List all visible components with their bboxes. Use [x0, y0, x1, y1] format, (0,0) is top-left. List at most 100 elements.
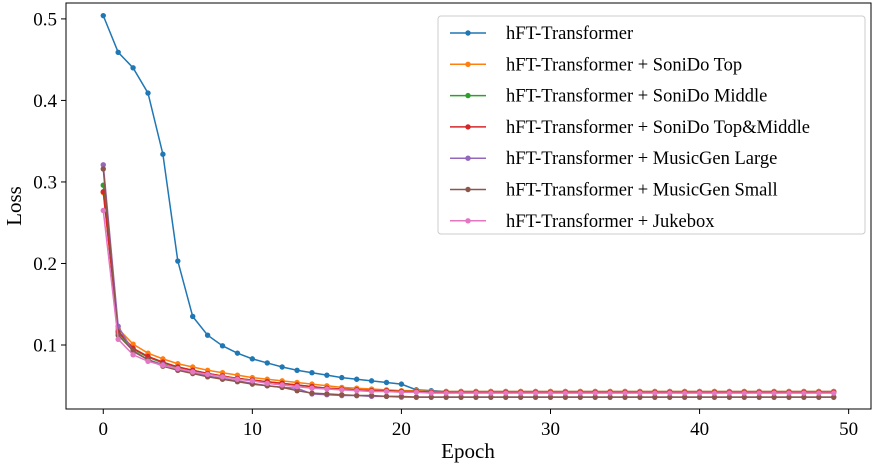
data-point	[517, 394, 524, 400]
legend-label: hFT-Transformer + Jukebox	[506, 212, 715, 232]
y-tick-label: 0.5	[33, 9, 57, 30]
legend-swatch-marker	[465, 155, 471, 161]
data-point	[577, 394, 584, 400]
legend-label: hFT-Transformer + SoniDo Middle	[506, 87, 767, 107]
data-point	[204, 371, 211, 378]
data-point	[353, 392, 360, 399]
legend-swatch-marker	[465, 61, 471, 67]
data-point	[130, 65, 136, 71]
data-point	[801, 390, 807, 396]
data-point	[741, 394, 747, 400]
legend-label: hFT-Transformer + MusicGen Small	[506, 181, 778, 201]
legend: hFT-Transformer hFT-Transformer + SoniDo …	[437, 15, 866, 235]
data-point	[577, 390, 584, 396]
data-point	[786, 390, 792, 396]
data-point	[130, 352, 136, 358]
legend-swatch-marker	[465, 124, 471, 130]
data-point	[279, 382, 285, 388]
data-point	[711, 394, 718, 400]
data-point	[801, 394, 807, 400]
data-point	[473, 390, 479, 396]
data-point	[383, 379, 390, 386]
legend-label: hFT-Transformer + SoniDo Top&Middle	[506, 118, 810, 138]
x-tick-label: 40	[690, 419, 709, 440]
data-point	[353, 387, 360, 394]
y-axis-label: Loss	[2, 186, 26, 226]
data-point	[294, 383, 300, 390]
data-point	[339, 387, 345, 393]
series-line	[102, 210, 834, 394]
data-point	[279, 364, 285, 370]
data-point	[190, 313, 196, 320]
data-point	[413, 394, 420, 400]
data-point	[368, 392, 375, 399]
data-point	[667, 394, 673, 400]
data-point	[786, 394, 792, 400]
data-point	[115, 49, 121, 56]
data-point	[667, 390, 673, 396]
data-point	[160, 362, 166, 369]
data-point	[831, 390, 837, 396]
data-point	[473, 394, 479, 400]
data-point	[160, 151, 166, 157]
data-point	[324, 372, 330, 378]
x-tick-label: 50	[839, 419, 858, 440]
data-point	[383, 388, 390, 395]
data-point	[145, 358, 151, 365]
data-point	[532, 390, 539, 396]
data-point	[204, 332, 211, 338]
data-point	[756, 390, 762, 396]
data-point	[249, 378, 256, 384]
plot-marks	[100, 12, 837, 400]
data-point	[175, 258, 181, 264]
legend-box	[437, 15, 866, 235]
legend-swatch-marker	[465, 92, 471, 99]
data-point	[458, 390, 464, 396]
data-point	[398, 381, 405, 387]
data-point	[100, 166, 106, 172]
data-point	[592, 394, 598, 400]
data-point	[652, 390, 658, 396]
data-point	[637, 394, 643, 400]
data-point	[398, 389, 405, 395]
data-point	[398, 393, 405, 400]
y-tick-label: 0.1	[33, 336, 57, 357]
data-point	[100, 207, 106, 214]
data-point	[130, 341, 136, 347]
legend-swatch-marker	[465, 218, 471, 224]
data-point	[443, 390, 449, 396]
data-point	[443, 394, 449, 400]
data-point	[264, 380, 270, 387]
data-point	[503, 394, 509, 400]
data-point	[234, 350, 241, 356]
x-tick-label: 30	[541, 419, 560, 440]
data-point	[100, 162, 106, 168]
legend-label: hFT-Transformer + SoniDo Top	[506, 55, 742, 75]
data-point	[383, 393, 390, 400]
data-point	[816, 394, 822, 400]
axis-ticks: 0 10 20 30 40 50 0.1 0.2 0.3 0.4 0.5	[33, 9, 858, 440]
data-point	[294, 367, 300, 373]
legend-label: hFT-Transformer + MusicGen Large	[506, 149, 777, 169]
data-point	[562, 394, 569, 400]
data-point	[741, 390, 747, 396]
data-point	[488, 390, 494, 396]
y-tick-label: 0.4	[33, 91, 57, 112]
data-point	[622, 390, 628, 396]
data-point	[637, 390, 643, 396]
data-point	[562, 390, 569, 396]
data-point	[339, 392, 345, 398]
data-point	[622, 394, 628, 400]
data-point	[681, 394, 688, 400]
data-point	[219, 374, 226, 380]
data-point	[145, 90, 151, 96]
data-point	[771, 390, 777, 396]
legend-swatch-marker	[465, 30, 471, 36]
data-point	[547, 394, 554, 400]
data-point	[190, 369, 196, 375]
y-tick-label: 0.2	[33, 254, 57, 275]
data-point	[681, 390, 688, 396]
data-point	[547, 390, 554, 396]
data-point	[607, 394, 613, 400]
data-point	[696, 390, 703, 396]
